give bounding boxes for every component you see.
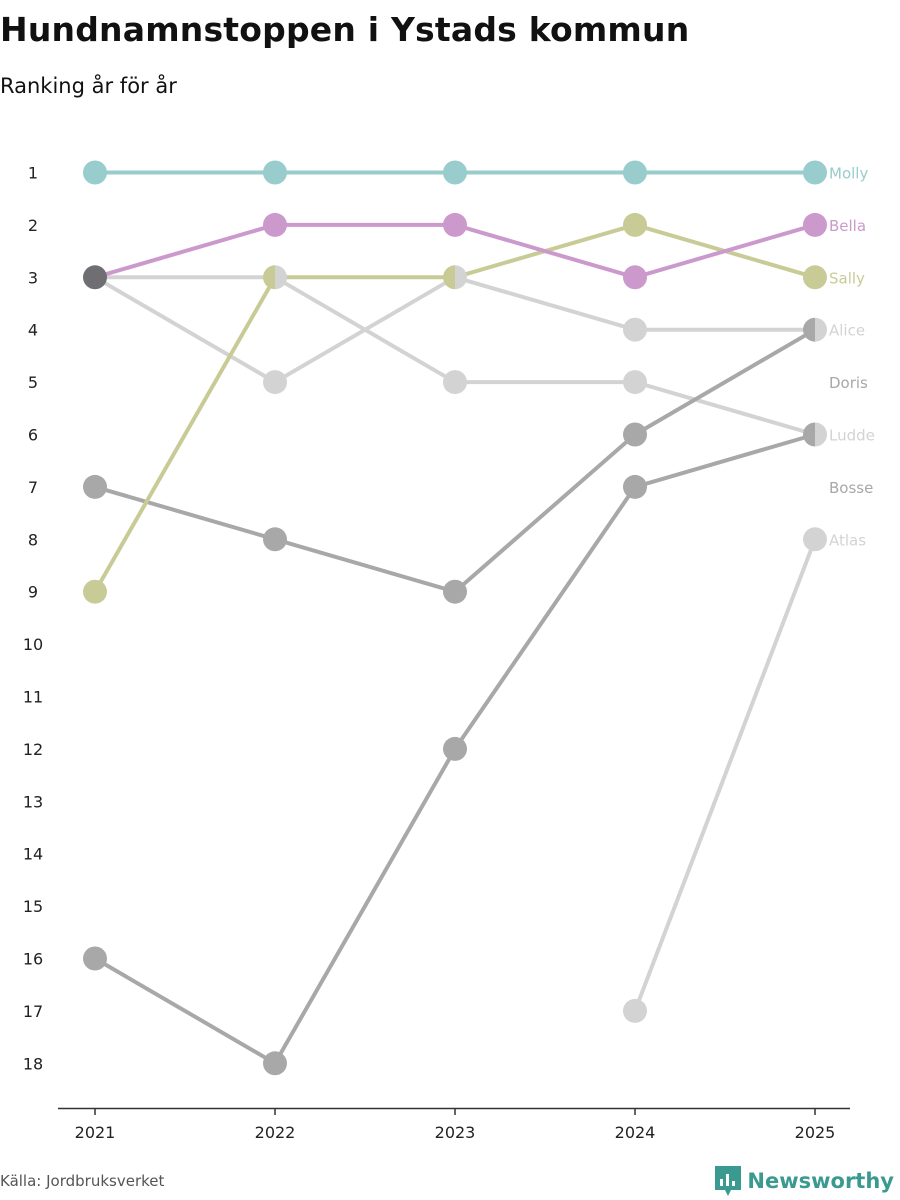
point-bosse-2024 (623, 474, 647, 499)
point-overlap-2021-3 (83, 265, 107, 290)
point-alice-2025 (815, 317, 828, 342)
end-label-alice: Alice (829, 322, 865, 340)
y-tick-label-11: 11 (23, 688, 43, 707)
point-molly-2025 (803, 160, 827, 185)
series-line-doris (93, 327, 817, 594)
source-note: Källa: Jordbruksverket (0, 1172, 165, 1190)
point-alice-2022 (263, 370, 287, 395)
point-sally-2023 (443, 265, 455, 290)
end-label-atlas: Atlas (829, 531, 866, 549)
point-doris-2021 (83, 474, 107, 499)
x-tick-label-2025: 2025 (795, 1123, 836, 1142)
brand-logo: Newsworthy (715, 1166, 894, 1196)
end-label-bosse: Bosse (829, 479, 873, 497)
series-line-ludde (93, 275, 817, 437)
y-tick-label-17: 17 (23, 1002, 43, 1021)
point-doris-2022 (263, 527, 287, 552)
y-tick-label-2: 2 (28, 216, 38, 235)
point-bosse-2025 (803, 422, 815, 447)
x-tick-label-2022: 2022 (255, 1123, 296, 1142)
y-tick-label-14: 14 (23, 845, 43, 864)
y-tick-label-8: 8 (28, 530, 38, 549)
point-doris-2024 (623, 422, 647, 447)
point-sally-2022 (263, 265, 275, 290)
point-ludde-2023 (443, 370, 467, 395)
point-doris-2025 (803, 317, 815, 342)
y-tick-label-16: 16 (23, 950, 43, 969)
x-tick-label-2024: 2024 (615, 1123, 656, 1142)
point-bella-2024 (623, 265, 647, 290)
point-sally-2024 (623, 212, 647, 237)
point-atlas-2024 (623, 998, 647, 1023)
brand-name: Newsworthy (747, 1169, 894, 1193)
y-tick-label-4: 4 (28, 321, 38, 340)
point-sally-2021 (83, 579, 107, 604)
chart-subtitle: Ranking år för år (0, 74, 177, 98)
x-tick-label-2021: 2021 (75, 1123, 116, 1142)
point-ludde-2022 (275, 265, 287, 290)
point-molly-2022 (263, 160, 287, 185)
point-doris-2023 (443, 579, 467, 604)
point-bosse-2022 (263, 1051, 287, 1076)
point-sally-2025 (803, 265, 827, 290)
y-tick-label-10: 10 (23, 635, 43, 654)
y-tick-label-15: 15 (23, 897, 43, 916)
point-ludde-2024 (623, 370, 647, 395)
point-alice-2023 (455, 265, 467, 290)
y-tick-label-9: 9 (28, 583, 38, 602)
point-ludde-2025 (815, 422, 828, 447)
y-tick-label-1: 1 (28, 164, 38, 183)
point-molly-2024 (623, 160, 647, 185)
end-label-ludde: Ludde (829, 427, 875, 445)
y-tick-label-3: 3 (28, 268, 38, 287)
point-atlas-2025 (803, 527, 827, 552)
chart-title: Hundnamnstoppen i Ystads kommun (0, 10, 690, 49)
bar-chart-icon (715, 1166, 742, 1196)
point-bosse-2023 (443, 736, 467, 761)
end-label-bella: Bella (829, 217, 866, 235)
y-tick-label-13: 13 (23, 792, 43, 811)
point-bosse-2021 (83, 946, 107, 971)
series-line-alice (93, 275, 817, 385)
point-alice-2024 (623, 317, 647, 342)
y-tick-label-6: 6 (28, 426, 38, 445)
x-tick-label-2023: 2023 (435, 1123, 476, 1142)
y-tick-label-7: 7 (28, 478, 38, 497)
point-molly-2023 (443, 160, 467, 185)
point-bella-2022 (263, 212, 287, 237)
series-line-atlas (633, 537, 817, 1013)
end-label-sally: Sally (829, 269, 865, 287)
point-bella-2023 (443, 212, 467, 237)
end-label-doris: Doris (829, 374, 868, 392)
point-bella-2025 (803, 212, 827, 237)
y-tick-label-5: 5 (28, 373, 38, 392)
point-molly-2021 (83, 160, 107, 185)
y-tick-label-12: 12 (23, 740, 43, 759)
end-label-molly: Molly (829, 165, 868, 183)
y-tick-label-18: 18 (23, 1054, 43, 1073)
